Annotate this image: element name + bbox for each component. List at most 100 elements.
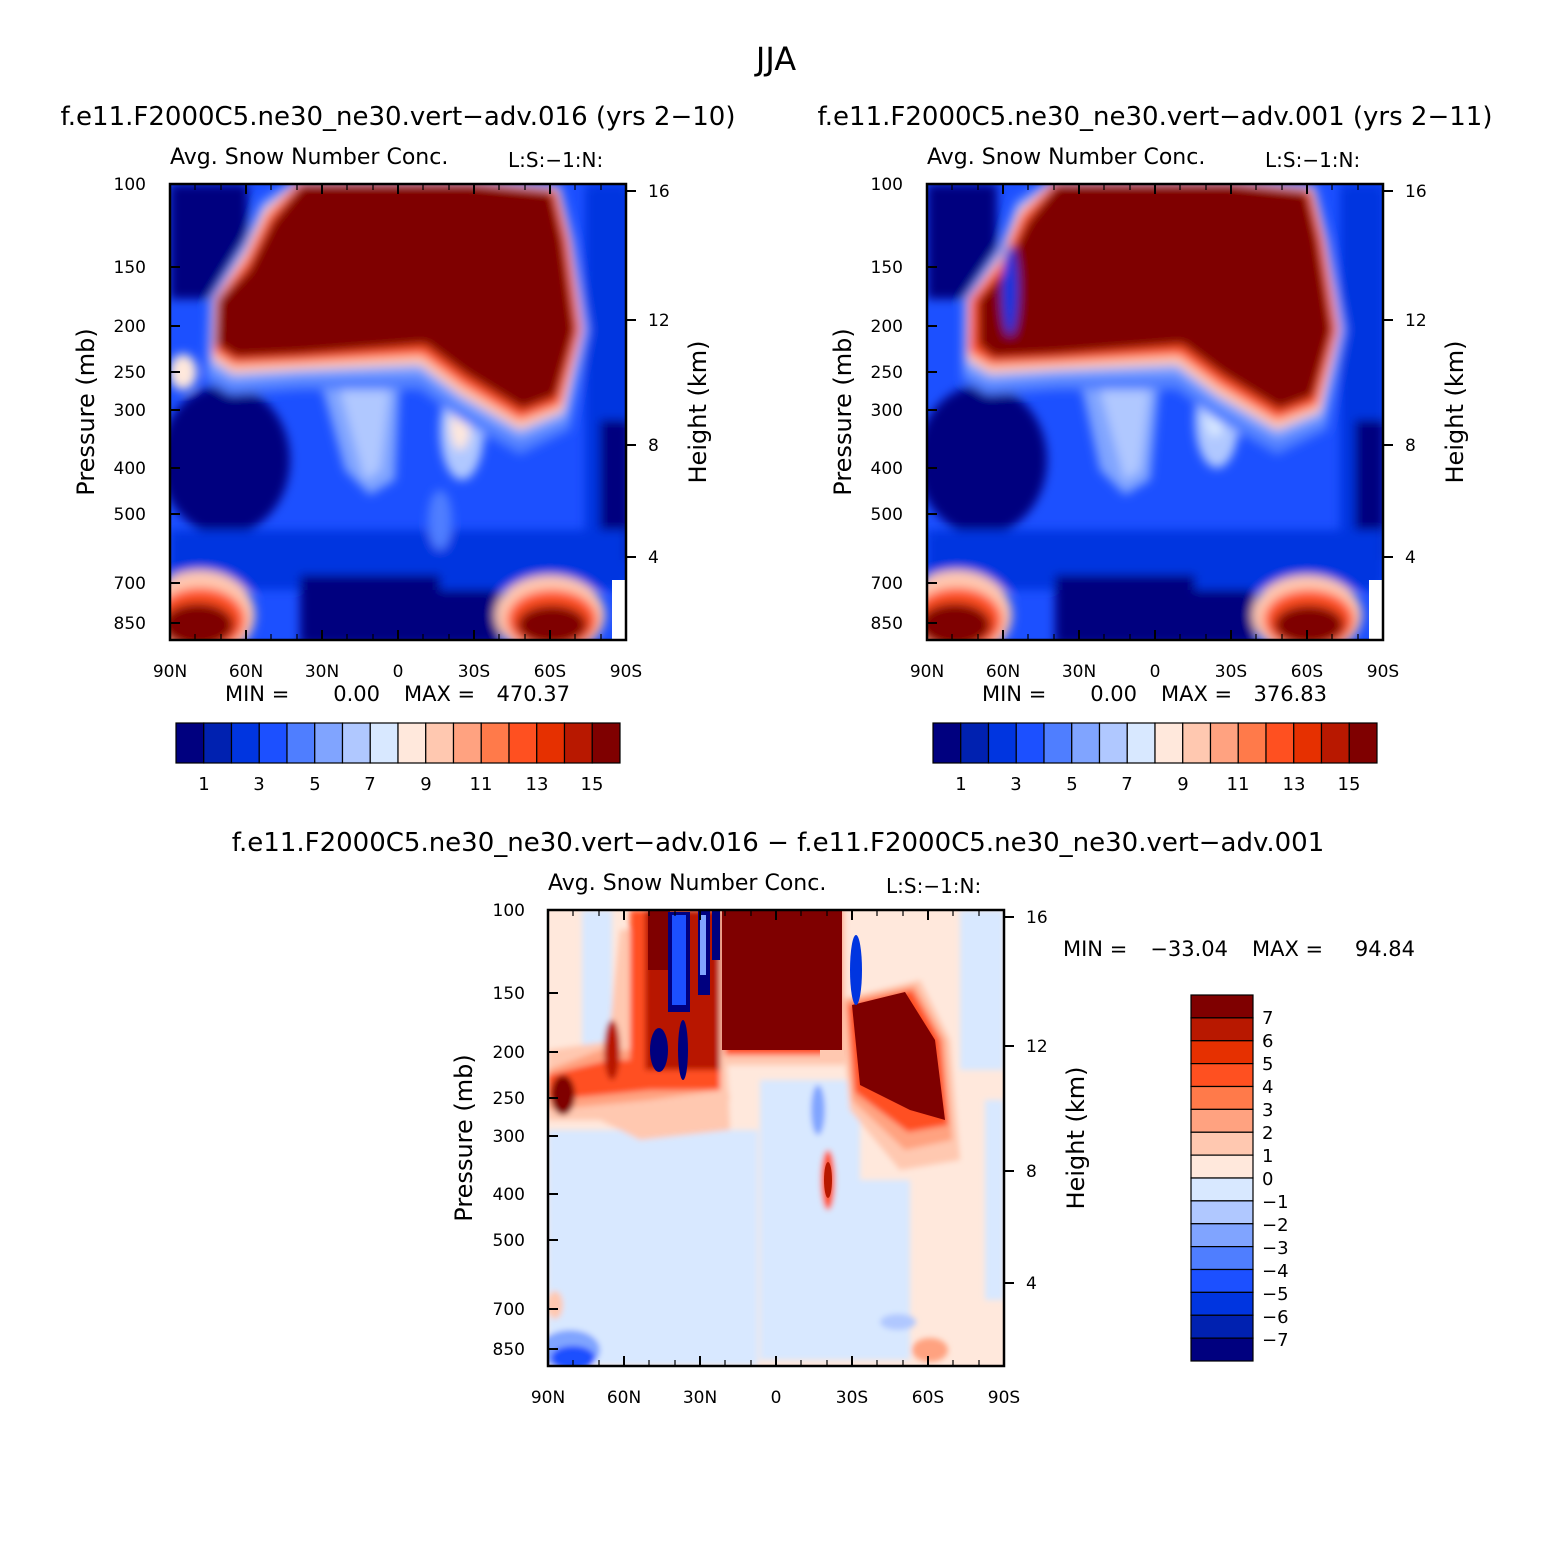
- y2-tick-label: 16: [648, 182, 670, 202]
- x-tick-label: 90S: [610, 662, 642, 682]
- panel-3-colorbar: [1190, 994, 1254, 1362]
- panel-3-min-label: MIN =: [1063, 937, 1127, 961]
- field-blob: [548, 1130, 758, 1365]
- field-blob: [170, 184, 240, 264]
- x-tick-label: 30N: [683, 1388, 717, 1408]
- field-blob: [340, 385, 390, 480]
- panel-1-plot-field: [170, 184, 626, 640]
- panel-3-ticks: [547, 909, 1014, 1366]
- colorbar-swatch: [480, 722, 510, 764]
- field-blob: [978, 184, 1332, 410]
- field-blob: [960, 910, 1004, 1070]
- colorbar-swatch: [1190, 1040, 1254, 1065]
- panel-2-colorbar-labels: 1 3 5 7 9 11 13 15: [955, 774, 1360, 795]
- field-blob: [927, 603, 991, 640]
- field-blob: [428, 490, 452, 550]
- panel-3-sharp-features: [648, 910, 945, 1198]
- y-tick-label: 100: [493, 901, 525, 921]
- colorbar-swatch: [286, 722, 316, 764]
- colorbar-label: 7: [364, 774, 375, 795]
- field-blob: [517, 605, 587, 640]
- colorbar-swatch: [397, 722, 427, 764]
- y-tick-label: 700: [493, 1300, 525, 1320]
- y-tick-label: 250: [493, 1089, 525, 1109]
- colorbar-swatch: [1190, 1131, 1254, 1156]
- field-blob: [672, 915, 686, 1005]
- colorbar-label: 6: [1262, 1031, 1273, 1052]
- panel-1-max-label: MAX =: [404, 682, 475, 706]
- panel-3: f.e11.F2000C5.ne30_ne30.vert−adv.016 − f…: [232, 828, 1415, 1408]
- y-tick-label: 500: [114, 505, 146, 525]
- x-tick-label: 30N: [305, 662, 339, 682]
- field-blob: [912, 1338, 948, 1362]
- panel-2-y-tick-labels: 100 150 200 250 300 400 500 700 850: [871, 175, 903, 634]
- panel-3-y-tick-labels: 100 150 200 250 300 400 500 700 850: [493, 901, 525, 1360]
- panel-2-ticks: [926, 183, 1393, 640]
- colorbar-swatch: [1190, 1223, 1254, 1248]
- panel-2-subtitle: Avg. Snow Number Conc.: [927, 145, 1205, 170]
- colorbar-swatch: [1190, 1108, 1254, 1133]
- colorbar-swatch: [1190, 1268, 1254, 1293]
- colorbar-label: 2: [1262, 1123, 1273, 1144]
- x-tick-label: 60S: [534, 662, 566, 682]
- colorbar-swatch: [1071, 722, 1101, 764]
- colorbar-label: 7: [1262, 1008, 1273, 1029]
- colorbar-swatch: [1126, 722, 1156, 764]
- panel-1: f.e11.F2000C5.ne30_ne30.vert−adv.016 (yr…: [61, 102, 736, 795]
- y2-tick-label: 12: [648, 311, 670, 331]
- x-tick-label: 30S: [836, 1388, 868, 1408]
- field-blob: [1100, 385, 1150, 480]
- y-tick-label: 250: [871, 363, 903, 383]
- colorbar-label: −4: [1262, 1261, 1289, 1282]
- x-tick-label: 0: [1150, 662, 1161, 682]
- y-tick-label: 500: [493, 1231, 525, 1251]
- colorbar-swatch: [230, 722, 260, 764]
- panel-3-max-label: MAX =: [1252, 937, 1323, 961]
- colorbar-swatch: [1190, 1017, 1254, 1042]
- panel-2-y2-tick-labels: 16 12 8 4: [1405, 182, 1427, 568]
- colorbar-label: −7: [1262, 1330, 1289, 1351]
- panel-3-title: f.e11.F2000C5.ne30_ne30.vert−adv.016 − f…: [232, 828, 1324, 858]
- panel-3-y2-tick-labels: 16 12 8 4: [1026, 908, 1048, 1294]
- y-tick-label: 300: [493, 1127, 525, 1147]
- field-blob: [840, 1180, 910, 1360]
- colorbar-swatch: [1190, 1063, 1254, 1088]
- panel-1-min-label: MIN =: [225, 682, 289, 706]
- panel-3-x-tick-labels: 90N 60N 30N 0 30S 60S 90S: [531, 1388, 1020, 1408]
- colorbar-label: −2: [1262, 1215, 1289, 1236]
- field-blob: [722, 910, 842, 1050]
- field-blob: [700, 915, 706, 975]
- y-tick-label: 200: [114, 317, 146, 337]
- field-blob: [850, 935, 862, 1005]
- field-blob: [1274, 605, 1344, 640]
- panel-2-plot-field: [927, 184, 1383, 640]
- panel-2-colorbar: [932, 722, 1378, 764]
- colorbar-label: 11: [1227, 774, 1250, 795]
- panel-3-y2label: Height (km): [1062, 1067, 1090, 1210]
- y-tick-label: 200: [493, 1043, 525, 1063]
- y-tick-label: 850: [871, 614, 903, 634]
- y2-tick-label: 8: [1026, 1162, 1037, 1182]
- colorbar-swatch: [425, 722, 455, 764]
- colorbar-label: 5: [309, 774, 320, 795]
- panel-2-minor-ticks: [951, 184, 1359, 640]
- y-tick-label: 700: [114, 574, 146, 594]
- field-blob: [551, 1346, 595, 1366]
- y2-tick-label: 12: [1026, 1037, 1048, 1057]
- y-tick-label: 200: [871, 317, 903, 337]
- colorbar-swatch: [1190, 1154, 1254, 1179]
- colorbar-swatch: [341, 722, 371, 764]
- colorbar-label: 15: [581, 774, 604, 795]
- panel-3-min-value: −33.04: [1150, 937, 1228, 961]
- panel-1-minor-ticks: [194, 184, 602, 640]
- colorbar-swatch: [932, 722, 962, 764]
- panel-3-units: L:S:−1:N:: [886, 874, 981, 898]
- y-tick-label: 150: [114, 258, 146, 278]
- panel-1-ticks: [169, 183, 636, 640]
- field-blob: [678, 1020, 688, 1080]
- panel-2-ylabel: Pressure (mb): [829, 328, 857, 495]
- panel-2-min-value: 0.00: [1090, 682, 1137, 706]
- colorbar-label: 4: [1262, 1077, 1273, 1098]
- panel-1-y-tick-labels: 100 150 200 250 300 400 500 700 850: [114, 175, 146, 634]
